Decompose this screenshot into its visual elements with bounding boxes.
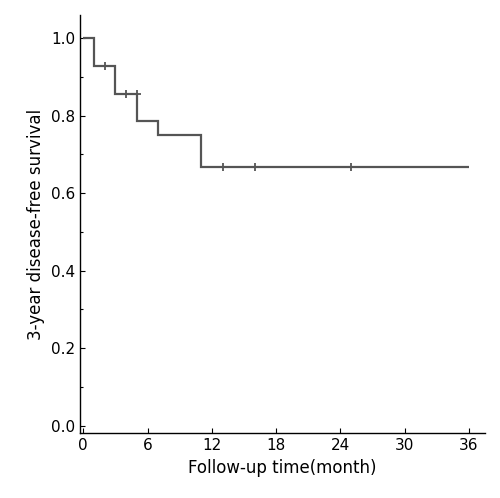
X-axis label: Follow-up time(month): Follow-up time(month) (188, 459, 377, 477)
Y-axis label: 3-year disease-free survival: 3-year disease-free survival (28, 109, 46, 340)
